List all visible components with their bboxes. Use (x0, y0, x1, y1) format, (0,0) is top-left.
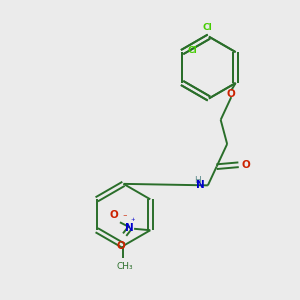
Text: CH₃: CH₃ (116, 262, 133, 271)
Text: O: O (226, 89, 235, 99)
Text: Cl: Cl (202, 23, 212, 32)
Text: $^{-}$: $^{-}$ (122, 211, 128, 220)
Text: N: N (196, 180, 205, 190)
Text: Cl: Cl (188, 46, 197, 55)
Text: O: O (110, 210, 118, 220)
Text: H: H (194, 176, 201, 184)
Text: $^{+}$: $^{+}$ (130, 217, 136, 226)
Text: O: O (117, 242, 125, 251)
Text: O: O (242, 160, 250, 170)
Text: N: N (125, 223, 134, 233)
